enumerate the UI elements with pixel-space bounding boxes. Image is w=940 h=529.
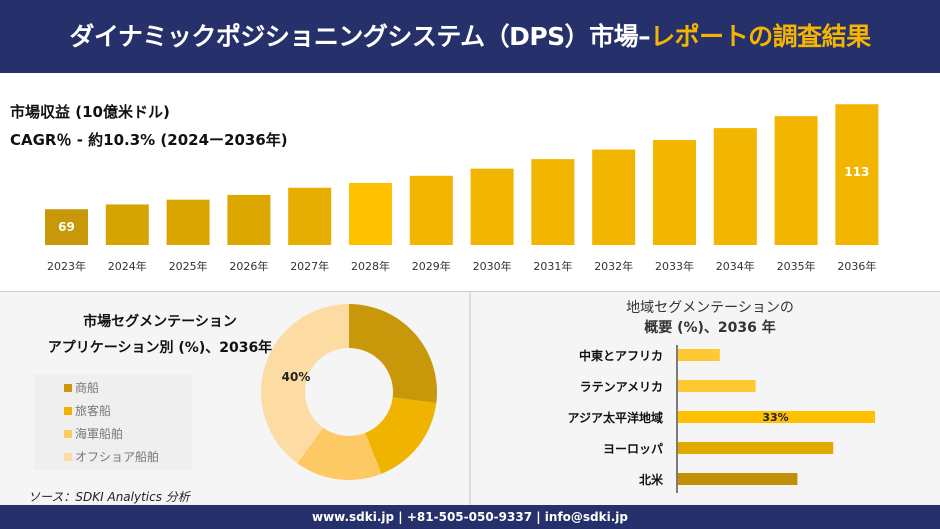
application-donut-chart: 40% xyxy=(261,304,437,480)
divider xyxy=(0,291,940,292)
donut-slice xyxy=(349,304,437,404)
bar xyxy=(45,209,88,245)
y-tick-label: 中東とアフリカ xyxy=(579,348,663,363)
pie-subtitle: アプリケーション別 (%)、2036年 xyxy=(47,340,273,356)
x-tick-label: 2030年 xyxy=(473,259,512,273)
y-tick-label: ラテンアメリカ xyxy=(580,380,663,394)
legend-label: 商船 xyxy=(75,381,100,395)
region-title: 地域セグメンテーションの xyxy=(626,300,794,316)
data-label: 69 xyxy=(58,220,75,234)
bar xyxy=(409,175,453,245)
bar xyxy=(592,149,636,245)
x-tick-label: 2028年 xyxy=(351,259,390,273)
x-tick-label: 2024年 xyxy=(108,259,147,273)
legend-item: 海軍船舶 xyxy=(64,425,123,442)
bar xyxy=(774,116,818,245)
legend-label: 海軍船舶 xyxy=(75,427,124,441)
revenue-bar-chart: 2023年 69 2024年 2025年 2026年 2027年 2028年 2029年 203… xyxy=(45,104,879,273)
data-label: 33% xyxy=(762,411,788,424)
x-tick-label: 2026年 xyxy=(229,259,268,273)
bar xyxy=(678,411,876,423)
x-tick-label: 2033年 xyxy=(655,259,694,273)
page-header: ダイナミックポジショニングシステム（DPS）市場–レポートの調査結果 xyxy=(0,0,940,73)
donut-slice xyxy=(261,304,349,464)
legend-item: 旅客船 xyxy=(64,402,111,419)
bar xyxy=(678,473,798,485)
x-tick-label: 2032年 xyxy=(594,259,633,273)
x-tick-label: 2031年 xyxy=(533,259,572,273)
x-tick-label: 2027年 xyxy=(290,259,329,273)
legend-swatch xyxy=(64,452,72,461)
title-main: ダイナミックポジショニングシステム（DPS）市場– xyxy=(69,22,651,51)
bar xyxy=(227,194,271,245)
pie-title: 市場セグメンテーション xyxy=(83,314,237,330)
x-tick-label: 2029年 xyxy=(412,259,451,273)
bar xyxy=(835,104,879,245)
bar xyxy=(713,128,757,245)
bar xyxy=(653,140,696,245)
legend-label: 旅客船 xyxy=(75,404,112,418)
panel-divider xyxy=(469,292,471,505)
legend-label: オフショア船舶 xyxy=(75,450,160,464)
pie-legend: 商船旅客船海軍船舶オフショア船舶 xyxy=(34,374,192,470)
x-tick-label: 2025年 xyxy=(169,259,208,273)
legend-item: オフショア船舶 xyxy=(64,448,159,465)
cagr-label: CAGR％ - 約10.3% (2024ー2036年) xyxy=(10,131,288,149)
bar xyxy=(678,442,834,454)
bar xyxy=(105,204,149,245)
donut-slice xyxy=(365,397,437,474)
x-tick-label: 2036年 xyxy=(837,259,876,273)
legend-swatch xyxy=(64,429,72,438)
y-tick-label: 北米 xyxy=(639,472,664,487)
y-tick-label: アジア太平洋地域 xyxy=(567,410,663,425)
legend-swatch xyxy=(64,383,72,392)
x-tick-label: 2035年 xyxy=(777,259,816,273)
footer-contact: www.sdki.jp | +81-505-050-9337 | info@sd… xyxy=(0,505,940,529)
bar xyxy=(531,159,575,245)
data-label: 113 xyxy=(844,165,869,179)
x-tick-label: 2034年 xyxy=(716,259,755,273)
bar xyxy=(678,380,756,392)
title-highlight: レポートの調査結果 xyxy=(650,22,871,51)
region-panel xyxy=(471,292,940,505)
bar xyxy=(288,187,332,245)
donut-slice xyxy=(297,427,382,480)
source-note: ソース：SDKI Analytics 分析 xyxy=(28,490,190,504)
bar xyxy=(349,182,392,245)
legend-swatch xyxy=(64,406,72,415)
revenue-chart-title: 市場収益 (10億米ドル) xyxy=(10,103,170,121)
bar xyxy=(678,349,720,361)
bar xyxy=(470,168,514,245)
region-subtitle: 概要 (%)、2036 年 xyxy=(644,320,776,336)
legend-item: 商船 xyxy=(64,379,99,396)
y-tick-label: ヨーロッパ xyxy=(603,442,663,456)
data-label: 40% xyxy=(282,370,311,384)
bar xyxy=(166,199,210,245)
x-tick-label: 2023年 xyxy=(47,259,86,273)
